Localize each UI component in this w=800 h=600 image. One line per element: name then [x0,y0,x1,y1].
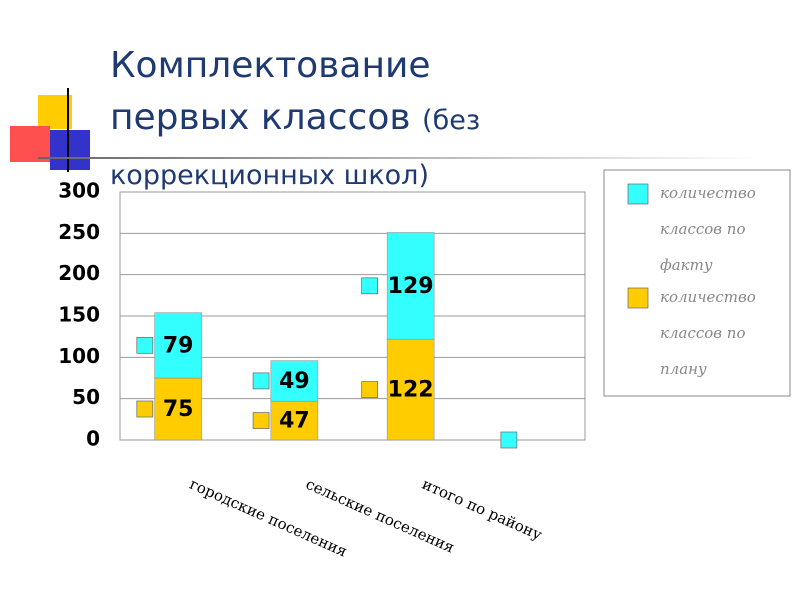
decor [50,130,90,170]
decor [38,95,72,129]
y-tick-label: 50 [72,385,100,409]
data-label-key [136,336,154,354]
y-tick-label: 0 [86,427,100,451]
legend-line: количество [660,288,756,306]
legend-label: количество классов по факту [660,184,756,274]
bar-segment [386,232,435,340]
y-tick-label: 150 [58,303,100,327]
title-text: Комплектование первых классов [110,45,431,138]
y-tick-label: 250 [58,220,100,244]
data-label: 122 [388,378,434,403]
legend-swatch [627,183,649,205]
title: Комплектование первых классов (без корре… [110,40,570,202]
legend-label: количество классов по плану [660,288,756,378]
legend-swatch [627,287,649,309]
bar-segment [270,400,319,441]
bar-segment [154,377,202,441]
data-point-marker [500,431,518,449]
legend-line: плану [660,360,707,378]
decor [10,126,50,162]
legend-line: факту [660,256,713,274]
bar-segment [270,360,319,402]
legend-line: количество [660,184,756,202]
subtitle: (без коррекционных школ) [110,105,481,191]
data-label: 47 [279,409,310,434]
y-tick-label: 100 [58,344,100,368]
data-label: 75 [163,397,194,422]
bar-segment [386,338,435,441]
decor [38,157,758,159]
data-label: 129 [388,274,434,299]
data-label-key [136,400,154,418]
data-label-key [361,277,379,295]
legend [603,169,791,397]
data-label: 79 [163,333,194,358]
y-tick-label: 300 [58,179,100,203]
legend-line: классов по [660,220,745,238]
y-tick-label: 200 [58,261,100,285]
data-label-key [252,372,270,390]
data-label: 49 [279,369,310,394]
data-label-key [252,412,270,429]
legend-line: классов по [660,324,745,342]
data-label-key [361,381,379,398]
bar-segment [154,312,202,379]
